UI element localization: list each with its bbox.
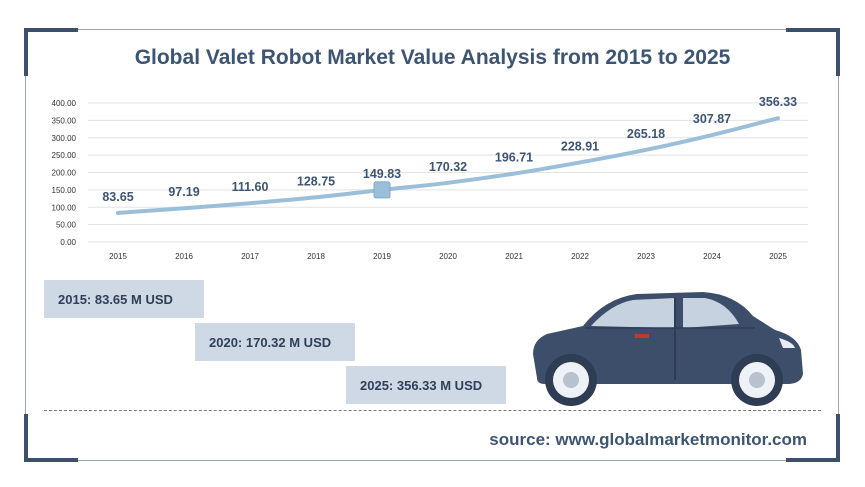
x-tick-label: 2022 [571, 252, 589, 261]
highlight-2025: 2025: 356.33 M USD [346, 366, 506, 404]
y-tick-label: 300.00 [52, 134, 77, 143]
x-tick-label: 2016 [175, 252, 193, 261]
data-label: 97.19 [168, 185, 199, 199]
x-tick-label: 2015 [109, 252, 127, 261]
data-label: 170.32 [429, 160, 467, 174]
data-label: 128.75 [297, 174, 335, 188]
x-tick-label: 2024 [703, 252, 721, 261]
x-tick-label: 2023 [637, 252, 655, 261]
data-labels: 83.65 97.19 111.60 128.75 149.83 170.32 196.71… [102, 95, 797, 204]
y-tick-label: 0.00 [60, 238, 76, 247]
data-label: 149.83 [363, 167, 401, 181]
y-tick-label: 200.00 [52, 169, 77, 178]
frame-top-line [78, 29, 786, 30]
frame-left-top [24, 28, 28, 76]
series-markers [373, 181, 391, 199]
line-chart: 0.00 50.00 100.00 150.00 200.00 250.00 300.00 3… [52, 95, 808, 261]
divider [44, 410, 821, 411]
frame-bottom-left [24, 458, 78, 462]
y-tick-label: 50.00 [56, 221, 77, 230]
frame-right-line [838, 76, 839, 414]
data-label: 111.60 [232, 180, 269, 194]
grid-lines [88, 102, 808, 243]
frame-bottom-right [786, 458, 840, 462]
frame-right-top [836, 28, 840, 76]
series-line [116, 116, 780, 215]
frame-top-left [24, 28, 78, 32]
data-label: 356.33 [759, 95, 797, 109]
data-label: 307.87 [693, 112, 731, 126]
data-label: 83.65 [102, 190, 133, 204]
y-tick-label: 350.00 [52, 116, 77, 125]
car-icon [533, 292, 803, 406]
y-axis-ticks: 0.00 50.00 100.00 150.00 200.00 250.00 300.00 3… [52, 99, 77, 247]
frame-bottom-line [78, 460, 786, 461]
y-tick-label: 150.00 [52, 186, 77, 195]
x-tick-label: 2021 [505, 252, 523, 261]
frame-left-line [25, 76, 26, 414]
highlight-marker [373, 181, 391, 199]
frame-top-right [786, 28, 840, 32]
y-tick-label: 100.00 [52, 203, 77, 212]
x-tick-label: 2017 [241, 252, 259, 261]
chart-title: Global Valet Robot Market Value Analysis… [134, 46, 731, 69]
x-tick-label: 2018 [307, 252, 325, 261]
highlight-2020: 2020: 170.32 M USD [195, 323, 355, 361]
frame-left-bottom [24, 414, 28, 462]
y-tick-label: 250.00 [52, 151, 77, 160]
frame-right-bottom [836, 414, 840, 462]
x-tick-label: 2025 [769, 252, 787, 261]
data-label: 196.71 [495, 151, 533, 165]
y-tick-label: 400.00 [52, 99, 77, 108]
x-axis-ticks: 2015 2016 2017 2018 2019 2020 2021 2022 2023 2024… [109, 252, 787, 261]
highlight-2015: 2015: 83.65 M USD [44, 280, 204, 318]
x-tick-label: 2020 [439, 252, 457, 261]
data-label: 228.91 [561, 139, 599, 153]
data-label: 265.18 [627, 127, 665, 141]
source-text: source: www.globalmarketmonitor.com [489, 430, 807, 449]
x-tick-label: 2019 [373, 252, 391, 261]
